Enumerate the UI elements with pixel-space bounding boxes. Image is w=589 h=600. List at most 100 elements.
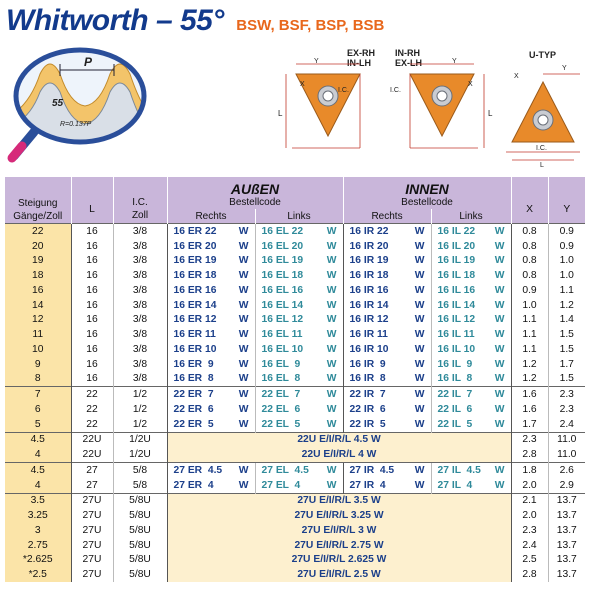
cell-code-universal: 22U E/I/R/L 4 W	[166, 447, 512, 463]
cell-l: 16	[70, 371, 113, 387]
cell-innen-rechts: 22 IR 7 W	[342, 386, 432, 402]
cell-aussen-links: 16 EL 8 W	[254, 371, 344, 387]
table-row: 7 22 1/2 22 ER 7 W 22 EL 7 W 22 IR 7 W 22 IL 7 W 1.…	[5, 386, 586, 402]
cell-aussen-links-suffix: W	[326, 284, 337, 296]
cell-aussen-links-text: 16 EL 8	[261, 373, 301, 385]
cell-l: 16	[70, 327, 113, 342]
cell-y: 1.5	[547, 371, 586, 387]
cell-innen-rechts-text: 16 IR 16	[349, 284, 389, 296]
cell-innen-links-suffix: W	[494, 314, 505, 326]
header-x: X	[510, 177, 549, 224]
diagram2-label2: EX-LH	[395, 58, 422, 68]
cell-y: 13.7	[547, 492, 586, 509]
cell-aussen-rechts: 22 ER 6 W	[166, 402, 255, 417]
cell-code-universal: 27U E/I/R/L 3 W	[166, 523, 512, 538]
cell-aussen-rechts-text: 16 ER 16	[173, 284, 217, 296]
cell-aussen-rechts-suffix: W	[238, 403, 249, 415]
cell-aussen-rechts-text: 16 ER 22	[173, 225, 217, 237]
cell-innen-links: 16 IL 12 W	[430, 312, 512, 328]
cell-innen-links-text: 22 IL 7	[437, 389, 473, 401]
cell-aussen-rechts-text: 22 ER 5	[173, 418, 214, 430]
table-row: 2.75 27U 5/8U 27U E/I/R/L 2.75 W 2.4 13.7	[5, 537, 586, 553]
cell-innen-rechts-suffix: W	[414, 225, 425, 237]
cell-innen-rechts-text: 22 IR 5	[349, 418, 386, 430]
cell-innen-links-suffix: W	[494, 343, 505, 355]
cell-aussen-links-suffix: W	[326, 225, 337, 237]
header-ic-line2: Zoll	[131, 210, 149, 221]
cell-aussen-rechts: 16 ER 8 W	[166, 371, 255, 387]
cell-aussen-links: 16 EL 16 W	[254, 283, 344, 298]
table-header-row1: Steigung Gänge/Zoll L I.C. Zoll AUßEN IN…	[5, 177, 586, 224]
cell-innen-rechts-suffix: W	[414, 299, 425, 311]
table-body: 22 16 3/8 16 ER 22 W 16 EL 22 W 16 IR 22 W 16 IL …	[5, 222, 586, 582]
cell-ic: 5/8U	[112, 552, 167, 568]
cell-innen-links: 16 IL 18 W	[430, 268, 512, 283]
cell-aussen-links-text: 27 EL 4	[261, 479, 301, 491]
table-row: 3.25 27U 5/8U 27U E/I/R/L 3.25 W 2.0 13.7	[5, 508, 586, 523]
cell-y: 13.7	[547, 508, 586, 523]
cell-y: 1.4	[547, 312, 586, 328]
cell-aussen-rechts-text: 22 ER 6	[173, 403, 214, 415]
table-row: *2.5 27U 5/8U 27U E/I/R/L 2.5 W 2.8 13.7	[5, 567, 586, 582]
cell-x: 0.9	[510, 283, 549, 298]
cell-ic: 1/2	[112, 386, 167, 402]
cell-innen-links-text: 22 IL 6	[437, 403, 473, 415]
cell-aussen-rechts-text: 27 ER 4.5	[173, 464, 223, 476]
cell-innen-rechts-suffix: W	[414, 373, 425, 385]
cell-innen-links-suffix: W	[494, 418, 505, 430]
cell-y: 1.0	[547, 253, 586, 269]
cell-y: 13.7	[547, 537, 586, 553]
header-steigung: Steigung Gänge/Zoll	[5, 177, 71, 224]
diagram3-ic-label: I.C.	[536, 145, 547, 152]
cell-l: 27	[70, 477, 113, 493]
cell-aussen-rechts-text: 22 ER 7	[173, 389, 214, 401]
cell-innen-links-suffix: W	[494, 358, 505, 370]
cell-innen-links: 16 IL 8 W	[430, 371, 512, 387]
cell-aussen-rechts-text: 16 ER 18	[173, 270, 217, 282]
header-ic-line1: I.C.	[132, 197, 148, 208]
cell-x: 2.5	[510, 552, 549, 568]
diagram1-x-label: X	[300, 81, 305, 88]
cell-y: 11.0	[547, 447, 586, 463]
cell-ic: 5/8	[112, 461, 167, 478]
cell-innen-links: 16 IL 11 W	[430, 327, 512, 342]
cell-innen-links: 22 IL 5 W	[430, 416, 512, 432]
cell-innen-links-suffix: W	[494, 464, 505, 476]
cell-innen-rechts: 22 IR 6 W	[342, 402, 432, 417]
cell-aussen-links: 16 EL 19 W	[254, 253, 344, 269]
cell-steigung: 20	[5, 238, 71, 254]
cell-aussen-links-suffix: W	[326, 240, 337, 252]
cell-ic: 3/8	[112, 356, 167, 372]
cell-aussen-rechts-suffix: W	[238, 464, 249, 476]
insert-diagram-ex-rh: L X Y I.C.	[278, 58, 361, 149]
cell-innen-links: 16 IL 22 W	[430, 222, 512, 239]
cell-ic: 3/8	[112, 342, 167, 357]
cell-steigung: 16	[5, 283, 71, 298]
header-l: L	[70, 177, 113, 224]
cell-x: 1.1	[510, 327, 549, 342]
cell-innen-rechts: 27 IR 4.5 W	[342, 461, 432, 478]
table-row: 9 16 3/8 16 ER 9 W 16 EL 9 W 16 IR 9 W 16 IL 9 W 1.…	[5, 356, 586, 372]
cell-aussen-links: 27 EL 4 W	[254, 477, 344, 493]
cell-innen-rechts-suffix: W	[414, 329, 425, 341]
cell-aussen-links-text: 22 EL 6	[261, 403, 301, 415]
cell-ic: 5/8	[112, 477, 167, 493]
cell-ic: 5/8U	[112, 508, 167, 523]
header-steigung-line1: Steigung	[18, 198, 58, 209]
cell-l: 22U	[70, 431, 113, 448]
cell-aussen-rechts-text: 16 ER 14	[173, 299, 217, 311]
cell-innen-links-suffix: W	[494, 479, 505, 491]
table-row: 18 16 3/8 16 ER 18 W 16 EL 18 W 16 IR 18 W 16 IL …	[5, 268, 586, 283]
cell-aussen-links-text: 16 EL 9	[261, 358, 301, 370]
cell-aussen-rechts: 16 ER 19 W	[166, 253, 255, 269]
diagram1-label2: IN-LH	[347, 58, 371, 68]
cell-aussen-links-suffix: W	[326, 418, 337, 430]
cell-aussen-rechts-suffix: W	[238, 418, 249, 430]
cell-aussen-links-suffix: W	[326, 358, 337, 370]
cell-y: 1.5	[547, 327, 586, 342]
cell-aussen-rechts-suffix: W	[238, 343, 249, 355]
cell-l: 16	[70, 312, 113, 328]
cell-steigung: 22	[5, 222, 71, 239]
cell-innen-links-suffix: W	[494, 284, 505, 296]
cell-ic: 1/2	[112, 402, 167, 417]
